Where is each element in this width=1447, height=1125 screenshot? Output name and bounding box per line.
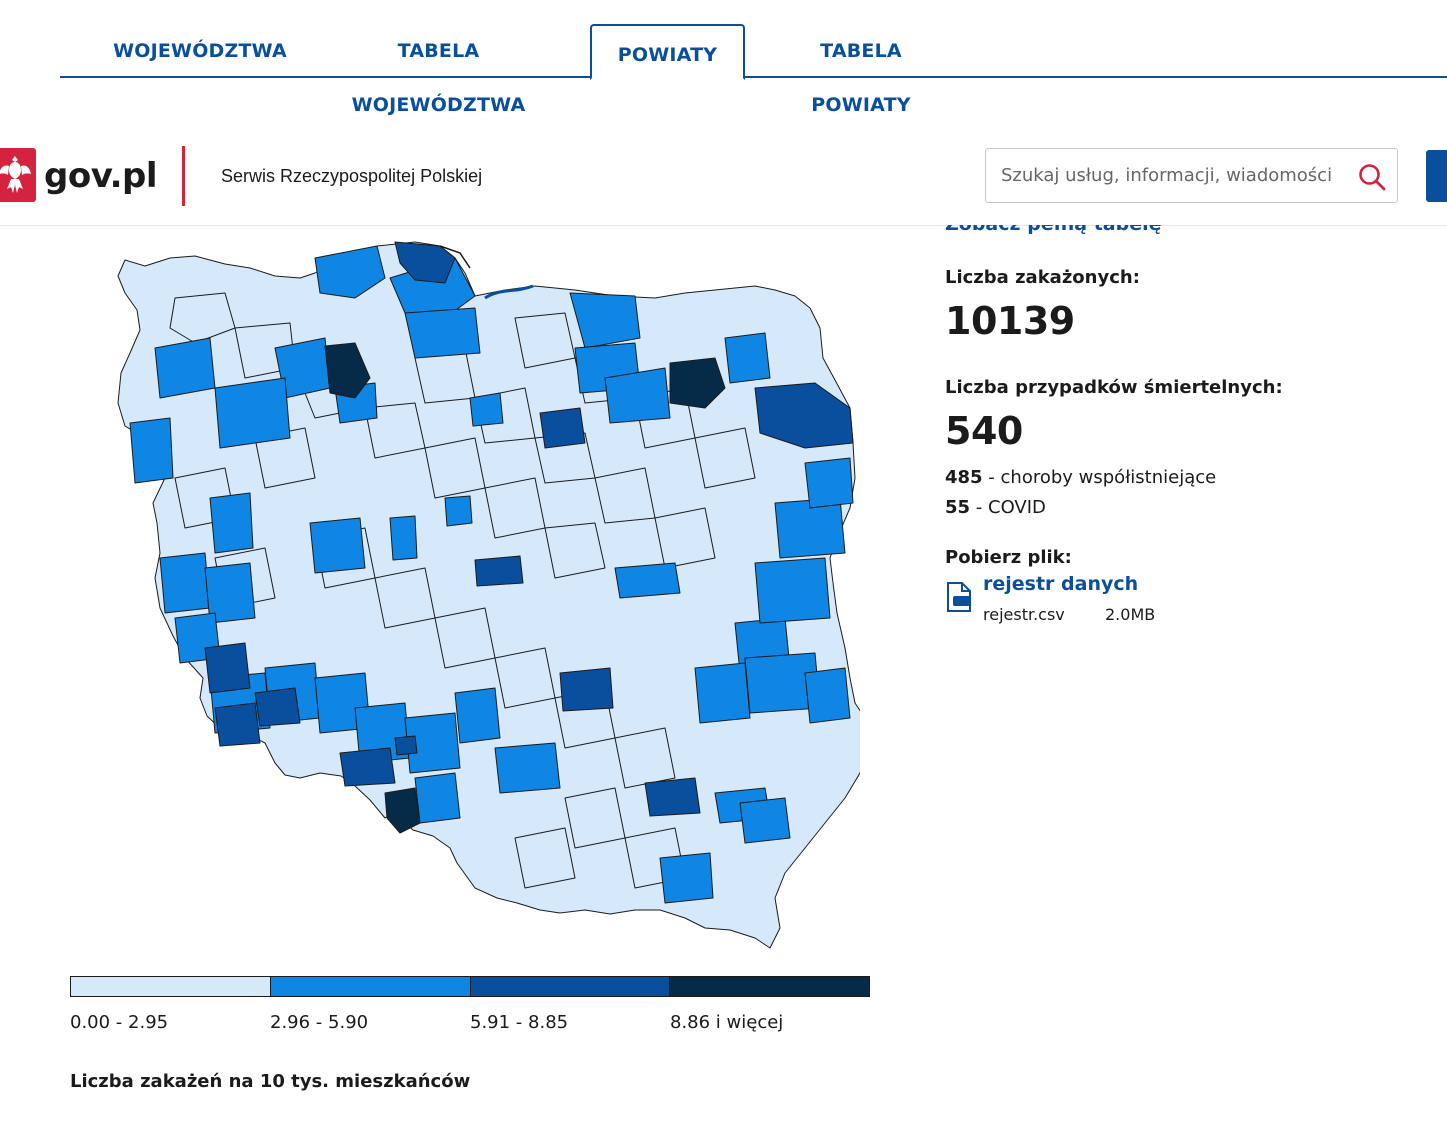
logo-separator <box>182 146 185 206</box>
legend-label-3: 5.91 - 8.85 <box>470 1012 569 1033</box>
deaths-covid: 55 - COVID <box>945 497 1046 518</box>
map-coastline <box>439 245 471 269</box>
file-download-link[interactable]: rejestr danych <box>983 573 1139 595</box>
menu-button[interactable] <box>1426 150 1447 202</box>
map-districts-darkest <box>324 342 726 834</box>
deaths-comorbid-text: - choroby współistniejące <box>982 467 1217 488</box>
map-districts-dark <box>204 241 854 817</box>
tab-bar: WOJEWÓDZTWA TABELA WOJEWÓDZTWA POWIATY T… <box>60 24 1447 116</box>
service-name: Serwis Rzeczypospolitej Polskiej <box>221 166 483 186</box>
tab-tabela-wojewodztwa[interactable]: TABELA WOJEWÓDZTWA <box>351 40 526 116</box>
infected-value: 10139 <box>945 299 1075 343</box>
site-header: gov.pl Serwis Rzeczypospolitej Polskiej <box>0 126 1447 226</box>
search-input[interactable] <box>986 149 1346 202</box>
stats-panel-content: Zobacz pełną tabelę Liczba zakażonych: 1… <box>945 225 1435 640</box>
legend-bar <box>70 976 870 997</box>
full-table-link[interactable]: Zobacz pełną tabelę <box>945 213 1162 235</box>
tab-tabela-powiaty[interactable]: TABELA POWIATY <box>811 40 911 116</box>
deaths-comorbid: 485 - choroby współistniejące <box>945 467 1216 488</box>
legend-swatch-1 <box>71 977 271 996</box>
legend-label-4: 8.86 i więcej <box>670 1012 784 1033</box>
legend-labels: 0.00 - 2.95 2.96 - 5.90 5.91 - 8.85 8.86… <box>70 1012 870 1036</box>
deaths-covid-text: - COVID <box>970 497 1046 518</box>
legend-swatch-3 <box>470 977 671 996</box>
map-districts-mid <box>129 245 854 904</box>
deaths-covid-count: 55 <box>945 497 971 518</box>
download-label: Pobierz plik: <box>945 547 1072 568</box>
deaths-value: 540 <box>945 409 1023 453</box>
deaths-comorbid-count: 485 <box>945 467 983 488</box>
legend-label-1: 0.00 - 2.95 <box>70 1012 169 1033</box>
tab-wojewodztwa[interactable]: WOJEWÓDZTWA <box>113 40 287 62</box>
legend-swatch-4 <box>670 977 869 996</box>
polish-eagle-icon[interactable] <box>0 148 36 202</box>
search-box <box>985 148 1398 203</box>
search-icon[interactable] <box>1357 162 1387 192</box>
poland-districts-map <box>117 241 860 949</box>
stats-panel: Zobacz pełną tabelę Liczba zakażonych: 1… <box>945 200 1435 640</box>
file-csv-icon[interactable] <box>945 581 973 613</box>
deaths-label: Liczba przypadków śmiertelnych: <box>945 377 1283 398</box>
file-name: rejestr.csv <box>983 605 1065 624</box>
file-size: 2.0MB <box>1105 605 1156 624</box>
legend-label-2: 2.96 - 5.90 <box>270 1012 369 1033</box>
legend-swatch-2 <box>270 977 471 996</box>
infected-label: Liczba zakażonych: <box>945 267 1140 288</box>
map-bay <box>484 284 534 300</box>
map-districts-light <box>169 292 756 889</box>
legend-caption: Liczba zakażeń na 10 tys. mieszkańców <box>70 1071 471 1092</box>
logo-text[interactable]: gov.pl <box>44 156 158 196</box>
tab-powiaty[interactable]: POWIATY <box>590 24 745 80</box>
